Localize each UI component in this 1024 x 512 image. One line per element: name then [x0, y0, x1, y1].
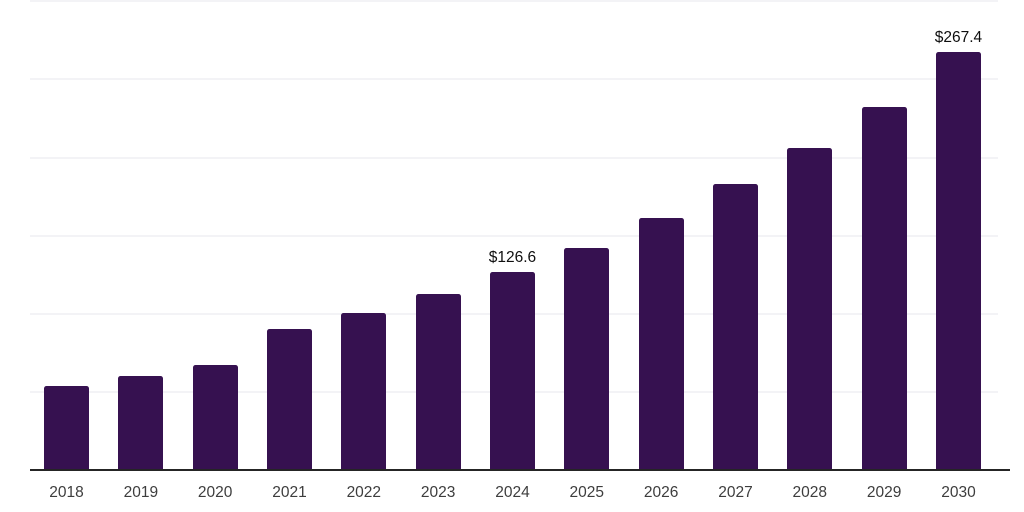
x-tick-label-2025: 2025 [569, 484, 605, 501]
bar-2029 [861, 106, 907, 470]
x-tick-label-2020: 2020 [197, 484, 233, 501]
x-axis-labels: 2018 2019 2020 2021 2022 2023 2024 2025 2026 2027… [0, 483, 1024, 507]
bar-2024 [489, 272, 535, 470]
x-tick-label-2024: 2024 [495, 484, 530, 501]
bar-2030 [935, 52, 981, 470]
x-tick-label-2027: 2027 [718, 484, 753, 501]
x-tick-label-2022: 2022 [346, 484, 382, 501]
bar-2028 [787, 148, 833, 470]
x-tick-label-2019: 2019 [123, 484, 159, 501]
bar-2019 [118, 376, 164, 470]
x-tick-label-2030: 2030 [941, 484, 976, 501]
x-tick-label-2029: 2029 [866, 484, 902, 501]
x-tick-label-2018: 2018 [49, 484, 84, 501]
gridline-200 [30, 156, 998, 159]
bar-2026 [638, 218, 684, 470]
bar-2023 [415, 293, 461, 470]
bar-value-label-2030: $267.4 [934, 29, 983, 47]
bar-2018 [44, 385, 89, 470]
x-tick-label-2028: 2028 [792, 484, 828, 501]
x-tick-label-2023: 2023 [420, 484, 456, 501]
gridline-250 [30, 78, 998, 81]
bar-2025 [564, 247, 610, 470]
bar-2027 [712, 184, 758, 470]
x-tick-label-2026: 2026 [643, 484, 679, 501]
bar-2020 [192, 365, 238, 470]
gridline-300 [30, 0, 998, 3]
bar-value-label-2024: $126.6 [488, 249, 537, 267]
x-axis-line [30, 469, 1010, 471]
bar-2021 [266, 329, 312, 470]
gridline-150 [30, 234, 998, 237]
bar-2022 [341, 312, 387, 470]
x-tick-label-2021: 2021 [272, 484, 307, 501]
